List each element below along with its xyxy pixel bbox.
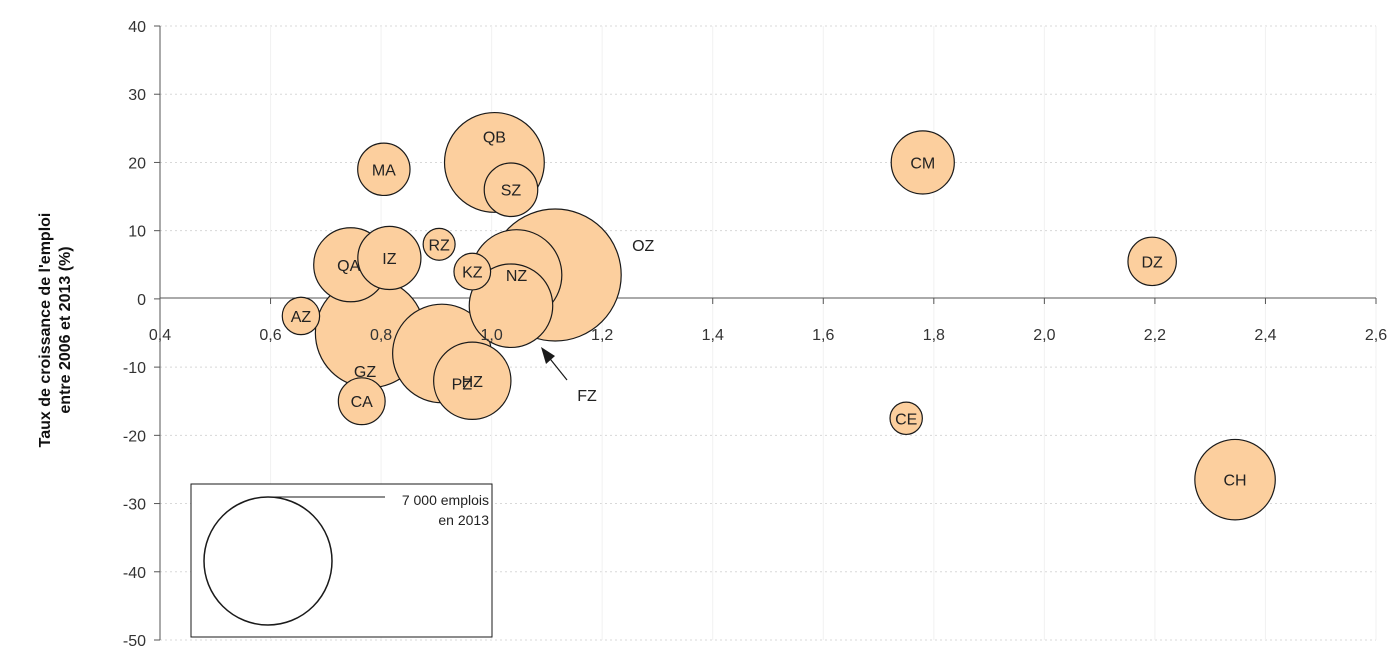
bubble-kz xyxy=(453,252,492,291)
bubble-label-oz: OZ xyxy=(632,238,654,255)
y-tick-label: 40 xyxy=(128,19,146,36)
bubble-label-qa: QA xyxy=(337,258,360,275)
x-tick-label: 0,6 xyxy=(259,327,281,344)
x-tick-label: 0,4 xyxy=(149,327,171,344)
y-tick-label: 20 xyxy=(128,155,146,172)
bubble-az xyxy=(281,296,321,336)
bubble-iz xyxy=(357,225,422,291)
y-tick-label: 0 xyxy=(137,292,146,309)
bubble-label-ce: CE xyxy=(895,411,917,428)
y-tick-label: -20 xyxy=(123,428,146,445)
bubble-labels: OZ GZ QB NZ PZ QA HZ CH IZ CM SZ MA DZ CA AZ KZ RZ CE xyxy=(291,129,1247,489)
y-axis-title: Taux de croissance de l'emploi entre 200… xyxy=(37,213,74,448)
x-tick-label: 1,4 xyxy=(702,327,724,344)
x-tick-label: 2,6 xyxy=(1365,327,1387,344)
grid-lines xyxy=(159,25,1377,641)
legend-line-1: 7 000 emplois xyxy=(402,492,489,508)
bubble-label-ch: CH xyxy=(1223,473,1246,490)
bubble-label-sz: SZ xyxy=(501,183,522,200)
y-tick-label: -10 xyxy=(123,360,146,377)
y-tick-label: -40 xyxy=(123,565,146,582)
bubble-label-cm: CM xyxy=(910,155,935,172)
legend-line-2: en 2013 xyxy=(438,512,489,528)
bubble-dz xyxy=(1127,236,1177,287)
bubbles xyxy=(281,111,1276,521)
x-tick-label: 2,0 xyxy=(1033,327,1055,344)
bubble-ca xyxy=(337,377,386,426)
bubble-label-dz: DZ xyxy=(1141,254,1163,271)
bubble-label-pz: PZ xyxy=(452,376,473,393)
bubble-label-nz: NZ xyxy=(506,268,528,285)
y-tick-label: 10 xyxy=(128,224,146,241)
bubble-label-hz: HZ xyxy=(462,374,484,391)
x-tick-label: 1,0 xyxy=(481,327,503,344)
bubble-ch xyxy=(1194,438,1276,521)
x-tick-label: 1,6 xyxy=(812,327,834,344)
fz-arrow-head xyxy=(541,347,555,364)
bubble-label-ca: CA xyxy=(351,394,374,411)
bubble-ma xyxy=(357,142,411,197)
x-tick-label: 1,2 xyxy=(591,327,613,344)
bubble-label-iz: IZ xyxy=(382,251,396,268)
legend-reference-bubble xyxy=(203,496,333,626)
bubble-ce xyxy=(889,401,923,436)
bubble-rz xyxy=(422,227,456,261)
bubble-label-qb: QB xyxy=(483,129,506,146)
bubble-hz xyxy=(433,341,512,421)
bubble-label-rz: RZ xyxy=(428,237,450,254)
y-tick-label: -30 xyxy=(123,497,146,514)
x-tick-label: 0,8 xyxy=(370,327,392,344)
bubble-label-az: AZ xyxy=(291,309,312,326)
x-tick-labels: 0,4 0,6 0,8 1,0 1,2 1,4 1,6 1,8 2,0 2,2 2,4 2,6 xyxy=(149,327,1387,344)
fz-annotation-label: FZ xyxy=(577,388,597,405)
bubble-fz xyxy=(468,263,554,349)
y-tick-label: 30 xyxy=(128,87,146,104)
bubble-cm xyxy=(890,130,955,195)
x-tick-label: 2,2 xyxy=(1144,327,1166,344)
bubble-label-gz: GZ xyxy=(354,364,376,381)
bubble-label-kz: KZ xyxy=(462,265,483,282)
bubble-label-ma: MA xyxy=(372,162,396,179)
y-tick-labels: 40 30 20 10 0 -10 -20 -30 -40 -50 xyxy=(123,19,146,650)
bubble-sz xyxy=(483,162,539,218)
y-axis-title-line-2: entre 2006 et 2013 (%) xyxy=(57,246,74,413)
x-tick-label: 2,4 xyxy=(1254,327,1276,344)
fz-annotation: FZ xyxy=(541,347,597,405)
legend: 7 000 emplois en 2013 xyxy=(190,483,493,638)
y-axis-title-line-1: Taux de croissance de l'emploi xyxy=(37,213,54,448)
x-tick-label: 1,8 xyxy=(923,327,945,344)
y-tick-label: -50 xyxy=(123,633,146,650)
